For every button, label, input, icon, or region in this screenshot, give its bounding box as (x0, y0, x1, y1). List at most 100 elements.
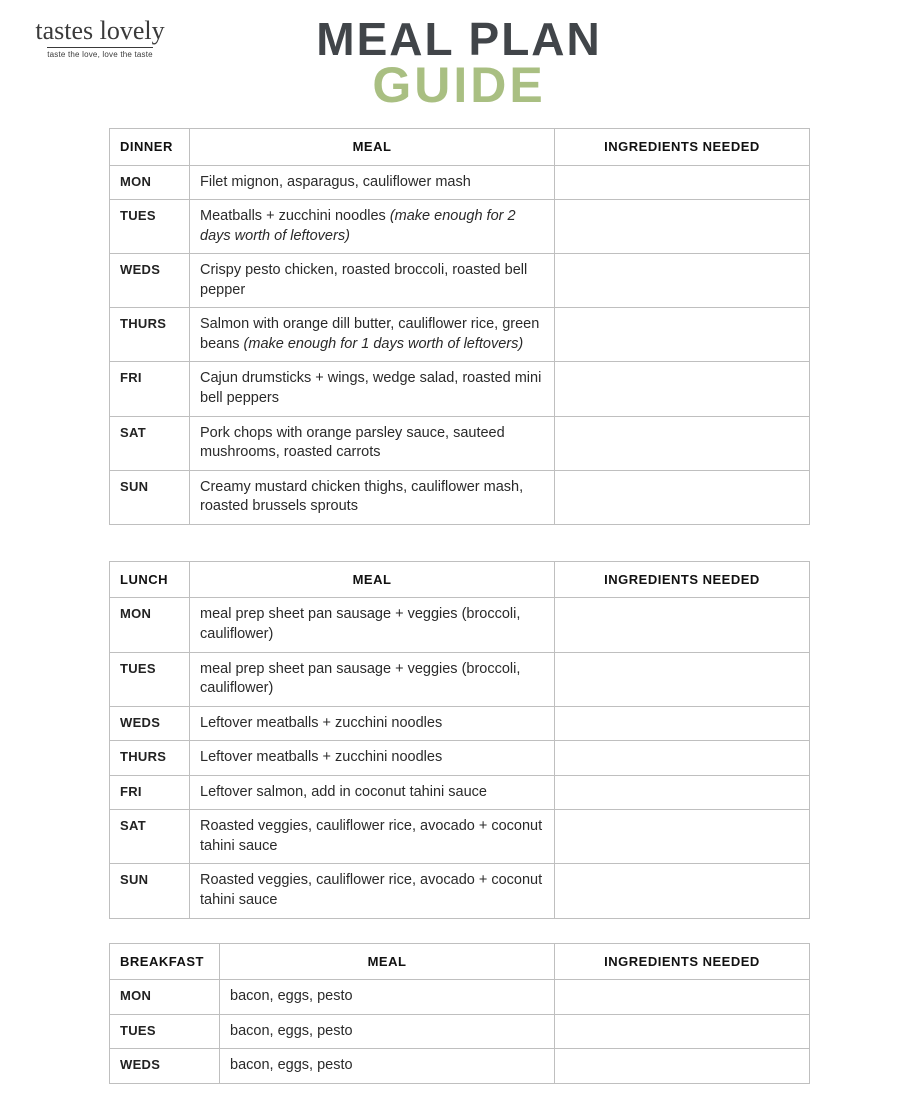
meal-cell: Crispy pesto chicken, roasted broccoli, … (190, 254, 555, 308)
ingredients-cell (555, 308, 810, 362)
day-cell: SAT (110, 810, 190, 864)
table-row: THURSSalmon with orange dill butter, cau… (110, 308, 810, 362)
day-cell: FRI (110, 775, 190, 810)
meal-cell: Leftover meatballs + zucchini noodles (190, 706, 555, 741)
table-row: FRI Leftover salmon, add in coconut tahin… (110, 775, 810, 810)
meal-text: Filet mignon, asparagus, cauliflower mas… (200, 174, 471, 190)
ingredients-cell (555, 741, 810, 776)
meal-text: Meatballs + zucchini noodles (200, 208, 390, 224)
meal-text: Leftover meatballs + zucchini noodles (200, 749, 442, 765)
meal-cell: bacon, eggs, pesto (220, 1049, 555, 1084)
meal-text: Cajun drumsticks + wings, wedge salad, r… (200, 370, 541, 406)
table-row: MON Filet mignon, asparagus, cauliflower … (110, 165, 810, 200)
meal-text: Creamy mustard chicken thighs, cauliflow… (200, 479, 523, 515)
meal-text: bacon, eggs, pesto (230, 988, 353, 1004)
meal-cell: Filet mignon, asparagus, cauliflower mas… (190, 165, 555, 200)
meal-text: Leftover meatballs + zucchini noodles (200, 715, 442, 731)
meal-cell: bacon, eggs, pesto (220, 980, 555, 1015)
ingredients-cell (555, 864, 810, 918)
meal-text: Leftover salmon, add in coconut tahini s… (200, 784, 487, 800)
ingredients-cell (555, 254, 810, 308)
day-cell: SUN (110, 864, 190, 918)
meal-text: meal prep sheet pan sausage + veggies (b… (200, 661, 520, 697)
header-ingredients: INGREDIENTS NEEDED (555, 129, 810, 166)
table-row: WEDS Crispy pesto chicken, roasted brocco… (110, 254, 810, 308)
meal-table-lunch: LUNCHMEALINGREDIENTS NEEDED MON meal prep … (109, 561, 809, 919)
meal-cell: Leftover meatballs + zucchini noodles (190, 741, 555, 776)
day-cell: SAT (110, 416, 190, 470)
ingredients-cell (555, 810, 810, 864)
meal-note: (make enough for 1 days worth of leftove… (244, 336, 524, 352)
brand-tagline: taste the love, love the taste (47, 47, 153, 59)
table-row: TUESMeatballs + zucchini noodles (make e… (110, 200, 810, 254)
meal-text: Roasted veggies, cauliflower rice, avoca… (200, 872, 542, 908)
meal-cell: Creamy mustard chicken thighs, cauliflow… (190, 470, 555, 524)
header-meal: MEAL (190, 129, 555, 166)
ingredients-cell (555, 775, 810, 810)
meal-cell: meal prep sheet pan sausage + veggies (b… (190, 598, 555, 652)
header-mealtime: DINNER (110, 129, 190, 166)
day-cell: MON (110, 980, 220, 1015)
day-cell: SUN (110, 470, 190, 524)
ingredients-cell (555, 200, 810, 254)
meal-cell: Meatballs + zucchini noodles (make enoug… (190, 200, 555, 254)
ingredients-cell (555, 1049, 810, 1084)
ingredients-cell (555, 362, 810, 416)
table: DINNERMEALINGREDIENTS NEEDED MON Filet mig… (109, 128, 810, 525)
table-row: SAT Roasted veggies, cauliflower rice, av… (110, 810, 810, 864)
day-cell: THURS (110, 741, 190, 776)
meal-cell: Pork chops with orange parsley sauce, sa… (190, 416, 555, 470)
brand-logo: tastes lovely taste the love, love the t… (30, 18, 170, 62)
table-row: WEDSbacon, eggs, pesto (110, 1049, 810, 1084)
day-cell: MON (110, 598, 190, 652)
title-line-2: GUIDE (0, 60, 918, 110)
ingredients-cell (555, 706, 810, 741)
header-meal: MEAL (220, 943, 555, 980)
table-row: SAT Pork chops with orange parsley sauce,… (110, 416, 810, 470)
page: tastes lovely taste the love, love the t… (0, 0, 918, 1114)
ingredients-cell (555, 980, 810, 1015)
header-ingredients: INGREDIENTS NEEDED (555, 561, 810, 598)
meal-cell: Roasted veggies, cauliflower rice, avoca… (190, 864, 555, 918)
header-mealtime: BREAKFAST (110, 943, 220, 980)
table: LUNCHMEALINGREDIENTS NEEDED MON meal prep … (109, 561, 810, 919)
header-ingredients: INGREDIENTS NEEDED (555, 943, 810, 980)
header-meal: MEAL (190, 561, 555, 598)
day-cell: FRI (110, 362, 190, 416)
ingredients-cell (555, 165, 810, 200)
ingredients-cell (555, 598, 810, 652)
meal-cell: Roasted veggies, cauliflower rice, avoca… (190, 810, 555, 864)
brand-name: tastes lovely (30, 18, 170, 44)
table-row: THURS Leftover meatballs + zucchini noodl… (110, 741, 810, 776)
table-row: TUESbacon, eggs, pesto (110, 1014, 810, 1049)
meal-text: meal prep sheet pan sausage + veggies (b… (200, 606, 520, 642)
ingredients-cell (555, 652, 810, 706)
day-cell: THURS (110, 308, 190, 362)
ingredients-cell (555, 1014, 810, 1049)
meal-text: Roasted veggies, cauliflower rice, avoca… (200, 818, 542, 854)
table-row: SUN Roasted veggies, cauliflower rice, av… (110, 864, 810, 918)
table: BREAKFASTMEALINGREDIENTS NEEDEDMONbacon,… (109, 943, 810, 1084)
meal-table-dinner: DINNERMEALINGREDIENTS NEEDED MON Filet mig… (109, 128, 809, 525)
day-cell: WEDS (110, 254, 190, 308)
day-cell: TUES (110, 200, 190, 254)
meal-text: Pork chops with orange parsley sauce, sa… (200, 425, 505, 461)
day-cell: MON (110, 165, 190, 200)
meal-text: Crispy pesto chicken, roasted broccoli, … (200, 262, 527, 298)
table-row: TUES meal prep sheet pan sausage + veggie… (110, 652, 810, 706)
day-cell: WEDS (110, 706, 190, 741)
table-row: SUN Creamy mustard chicken thighs, caulif… (110, 470, 810, 524)
meal-cell: meal prep sheet pan sausage + veggies (b… (190, 652, 555, 706)
meal-cell: Cajun drumsticks + wings, wedge salad, r… (190, 362, 555, 416)
ingredients-cell (555, 416, 810, 470)
meal-cell: Salmon with orange dill butter, cauliflo… (190, 308, 555, 362)
meal-table-breakfast: BREAKFASTMEALINGREDIENTS NEEDEDMONbacon,… (109, 943, 809, 1084)
meal-cell: Leftover salmon, add in coconut tahini s… (190, 775, 555, 810)
tables-container: DINNERMEALINGREDIENTS NEEDEDMONFilet mig… (0, 128, 918, 1084)
table-row: WEDS Leftover meatballs + zucchini noodle… (110, 706, 810, 741)
day-cell: TUES (110, 652, 190, 706)
meal-text: bacon, eggs, pesto (230, 1023, 353, 1039)
header-mealtime: LUNCH (110, 561, 190, 598)
meal-cell: bacon, eggs, pesto (220, 1014, 555, 1049)
table-row: MON bacon, eggs, pesto (110, 980, 810, 1015)
